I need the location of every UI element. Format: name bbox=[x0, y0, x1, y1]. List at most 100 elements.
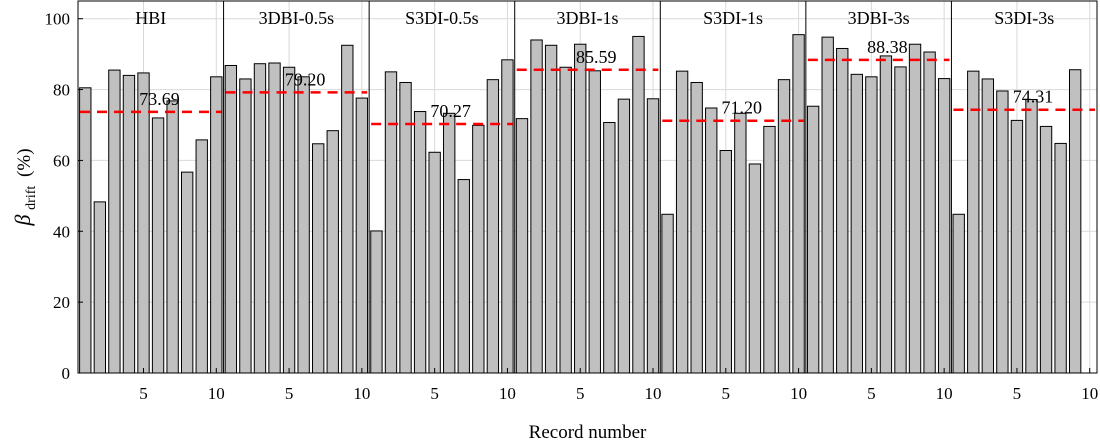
bar bbox=[253, 63, 267, 374]
mean-value-label: 85.59 bbox=[576, 47, 617, 67]
x-tick-label: 10 bbox=[1081, 384, 1098, 403]
bar bbox=[341, 44, 354, 374]
bar bbox=[792, 34, 805, 374]
bar bbox=[1025, 98, 1038, 374]
y-axis-subscript: drift bbox=[24, 186, 39, 210]
y-tick-label: 60 bbox=[53, 151, 70, 170]
bar bbox=[428, 151, 441, 374]
bar bbox=[181, 171, 194, 374]
bar bbox=[326, 130, 339, 374]
bar bbox=[457, 179, 470, 374]
y-axis-unit: (%) bbox=[14, 148, 35, 176]
bar bbox=[588, 70, 601, 374]
x-tick-label: 10 bbox=[208, 384, 225, 403]
bar bbox=[1068, 69, 1082, 374]
bar bbox=[137, 72, 150, 374]
bar bbox=[865, 76, 878, 374]
bar bbox=[967, 70, 980, 374]
mean-lines bbox=[80, 58, 1095, 126]
bar bbox=[675, 70, 689, 374]
x-tick-label: 10 bbox=[790, 384, 807, 403]
group-label: S3DI-3s bbox=[994, 8, 1054, 28]
bar bbox=[952, 213, 965, 374]
bar bbox=[501, 59, 514, 374]
x-tick-label: 10 bbox=[499, 384, 516, 403]
bars bbox=[79, 34, 1082, 374]
bar bbox=[93, 201, 107, 374]
bar bbox=[224, 64, 238, 374]
x-tick-label: 5 bbox=[430, 384, 439, 403]
group-label: 3DBI-3s bbox=[848, 8, 910, 28]
bar bbox=[894, 66, 907, 374]
bar bbox=[544, 44, 558, 374]
bar bbox=[122, 74, 136, 374]
group-label: 3DBI-1s bbox=[557, 8, 619, 28]
bar bbox=[151, 117, 165, 374]
bar bbox=[806, 105, 820, 374]
bar bbox=[879, 55, 893, 374]
bar bbox=[166, 100, 179, 374]
mean-value-label: 70.27 bbox=[430, 101, 471, 121]
x-tick-label: 5 bbox=[722, 384, 731, 403]
bar bbox=[719, 150, 732, 374]
mean-value-label: 74.31 bbox=[1013, 87, 1054, 107]
bar bbox=[268, 62, 281, 374]
y-tick-label: 40 bbox=[53, 222, 70, 241]
y-axis-title: β drift (%) bbox=[10, 148, 40, 226]
group-label: S3DI-1s bbox=[703, 8, 763, 28]
bar bbox=[399, 81, 412, 374]
x-tick-label: 10 bbox=[353, 384, 370, 403]
bar bbox=[996, 90, 1009, 374]
bar bbox=[821, 36, 834, 374]
bar bbox=[515, 118, 529, 374]
y-axis-symbol: β bbox=[10, 215, 35, 227]
bar bbox=[79, 87, 92, 374]
bar bbox=[413, 111, 427, 374]
labels: 0 20 40 60 80 100 73.69 HBI 5 10 79.20 3DBI-0.5s 5 10… bbox=[45, 8, 1099, 403]
bar bbox=[574, 43, 587, 374]
bar bbox=[763, 125, 776, 374]
axis-ticks bbox=[78, 18, 1091, 374]
bar bbox=[923, 51, 936, 374]
bar bbox=[690, 81, 703, 374]
x-tick-label: 5 bbox=[139, 384, 148, 403]
bar bbox=[646, 98, 660, 374]
group-label: S3DI-0.5s bbox=[405, 8, 479, 28]
y-tick-label: 80 bbox=[53, 81, 70, 100]
bar bbox=[748, 163, 762, 374]
bar bbox=[239, 78, 252, 374]
bar bbox=[530, 39, 543, 374]
bar bbox=[282, 66, 296, 374]
bar bbox=[850, 73, 863, 374]
x-tick-label: 5 bbox=[285, 384, 294, 403]
y-tick-label: 0 bbox=[62, 364, 71, 383]
bar bbox=[981, 78, 994, 374]
mean-value-label: 88.38 bbox=[867, 37, 908, 57]
bar bbox=[472, 124, 485, 374]
x-tick-label: 5 bbox=[867, 384, 876, 403]
bar bbox=[384, 71, 398, 374]
x-tick-label: 10 bbox=[645, 384, 662, 403]
mean-value-label: 79.20 bbox=[285, 69, 326, 89]
y-tick-label: 100 bbox=[45, 10, 71, 29]
x-tick-label: 5 bbox=[1013, 384, 1022, 403]
bar bbox=[603, 122, 616, 374]
bar bbox=[559, 66, 572, 374]
mean-value-label: 73.69 bbox=[139, 89, 180, 109]
group-label: 3DBI-0.5s bbox=[259, 8, 335, 28]
plot-frame bbox=[77, 0, 1098, 374]
bar bbox=[297, 76, 310, 374]
bar bbox=[195, 139, 208, 374]
bar bbox=[355, 97, 369, 374]
bar bbox=[661, 213, 674, 374]
bar bbox=[937, 78, 951, 374]
bar bbox=[705, 107, 718, 374]
bar bbox=[312, 143, 325, 374]
bar bbox=[1054, 142, 1067, 374]
bar bbox=[108, 69, 121, 374]
bar bbox=[1010, 119, 1024, 374]
x-tick-label: 10 bbox=[936, 384, 953, 403]
bar bbox=[734, 112, 747, 374]
x-axis-title: Record number bbox=[529, 422, 647, 443]
